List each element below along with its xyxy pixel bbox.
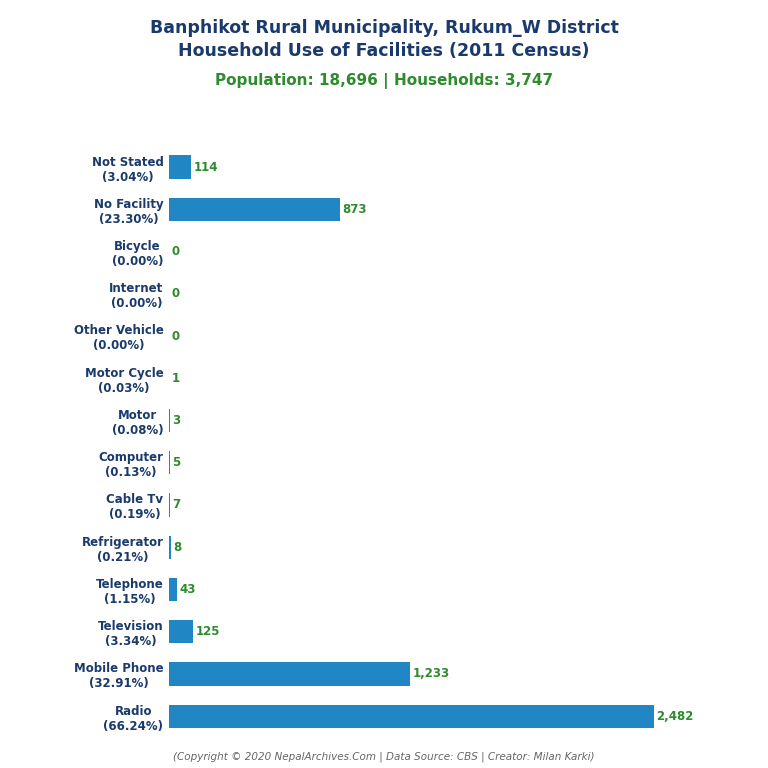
Text: 0: 0 xyxy=(171,245,180,258)
Text: (Copyright © 2020 NepalArchives.Com | Data Source: CBS | Creator: Milan Karki): (Copyright © 2020 NepalArchives.Com | Da… xyxy=(174,751,594,762)
Text: 3: 3 xyxy=(172,414,180,427)
Text: 873: 873 xyxy=(342,203,366,216)
Text: 5: 5 xyxy=(172,456,180,469)
Bar xyxy=(169,451,170,475)
Bar xyxy=(169,620,194,644)
Bar xyxy=(169,493,170,517)
Bar xyxy=(169,197,339,221)
Text: Household Use of Facilities (2011 Census): Household Use of Facilities (2011 Census… xyxy=(178,42,590,60)
Text: 2,482: 2,482 xyxy=(657,710,694,723)
Text: 7: 7 xyxy=(173,498,180,511)
Text: 125: 125 xyxy=(196,625,220,638)
Text: 0: 0 xyxy=(171,287,180,300)
Bar xyxy=(169,578,177,601)
Text: 43: 43 xyxy=(180,583,196,596)
Text: 0: 0 xyxy=(171,329,180,343)
Text: 8: 8 xyxy=(173,541,181,554)
Bar xyxy=(169,704,654,728)
Bar xyxy=(169,535,170,559)
Text: Banphikot Rural Municipality, Rukum_W District: Banphikot Rural Municipality, Rukum_W Di… xyxy=(150,19,618,37)
Text: Population: 18,696 | Households: 3,747: Population: 18,696 | Households: 3,747 xyxy=(215,73,553,89)
Text: 114: 114 xyxy=(194,161,218,174)
Bar xyxy=(169,155,191,179)
Text: 1: 1 xyxy=(171,372,180,385)
Text: 1,233: 1,233 xyxy=(412,667,449,680)
Bar xyxy=(169,662,410,686)
